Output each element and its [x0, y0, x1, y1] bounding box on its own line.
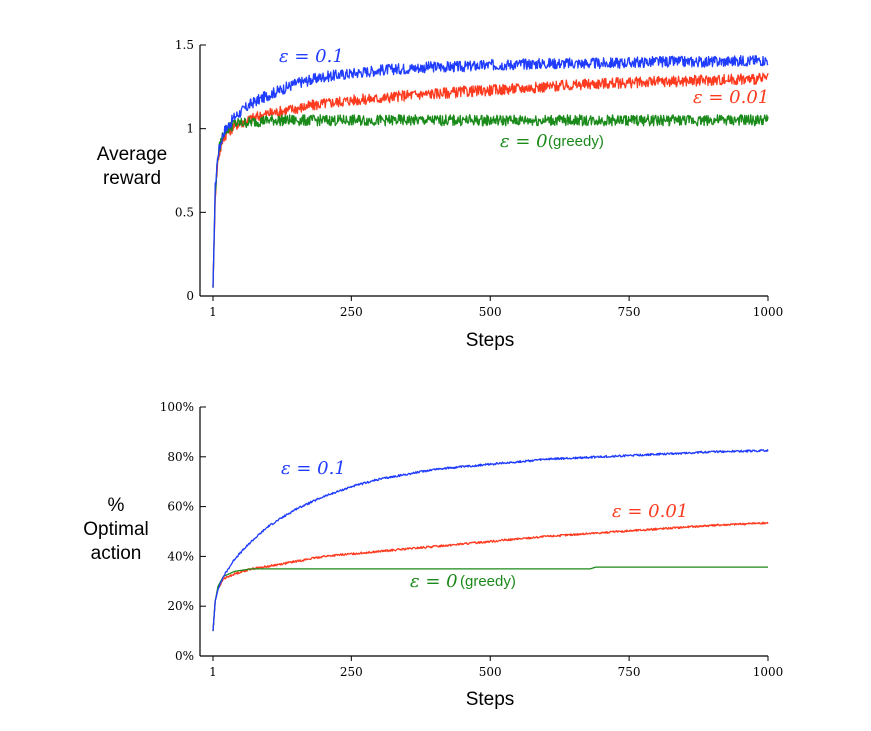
series-line [212, 566, 769, 632]
top-label-eps-0.1: ε = 0.1 [279, 46, 344, 67]
top-y-axis-label-line-1: Average [97, 144, 167, 165]
x-tick-label: 750 [618, 305, 641, 319]
series-line [212, 72, 769, 288]
x-tick-label: 500 [479, 665, 502, 679]
y-tick-label: 0 [186, 289, 194, 303]
series-line [212, 114, 769, 288]
bottom-y-axis-label-line-1: % [108, 495, 125, 516]
bottom-label-eps-0.1: ε = 0.1 [281, 458, 346, 479]
x-tick-label: 1000 [753, 305, 784, 319]
bottom-label-eps-0.01: ε = 0.01 [612, 501, 688, 522]
y-tick-label: 0% [175, 649, 194, 663]
x-tick-label: 1000 [753, 665, 784, 679]
top-label-greedy: (greedy) [548, 133, 604, 150]
y-tick-label: 100% [160, 400, 194, 414]
y-tick-label: 60% [167, 500, 194, 514]
x-tick-label: 500 [479, 305, 502, 319]
series-line [212, 54, 769, 288]
top-x-axis-label: Steps [466, 330, 515, 351]
bottom-label-greedy: (greedy) [460, 573, 516, 590]
y-tick-label: 40% [167, 549, 194, 563]
x-tick-label: 250 [340, 305, 363, 319]
optimal-action-chart: 0%20%40%60%80%100% 1 250 500 750 1000 Steps … [83, 400, 783, 710]
series-line [212, 521, 769, 632]
top-label-eps-0: ε = 0 [500, 131, 548, 152]
bottom-y-axis-label-line-2: Optimal [83, 519, 148, 540]
x-tick-label: 1 [209, 305, 217, 319]
top-label-eps-0.01: ε = 0.01 [693, 87, 769, 108]
x-tick-label: 250 [340, 665, 363, 679]
average-reward-chart: 0 0.5 1 1.5 1 250 500 750 1000 Steps Average re… [97, 38, 783, 351]
bottom-y-axis-label-line-3: action [91, 543, 142, 564]
series-line [212, 449, 769, 632]
x-tick-label: 750 [618, 665, 641, 679]
y-tick-label: 80% [167, 450, 194, 464]
top-y-axis-label-line-2: reward [103, 168, 161, 189]
x-tick-label: 1 [209, 665, 217, 679]
bottom-label-eps-0: ε = 0 [410, 571, 458, 592]
bottom-x-axis-label: Steps [466, 689, 515, 710]
y-tick-label: 1.5 [175, 38, 194, 52]
y-tick-label: 0.5 [175, 205, 194, 219]
y-tick-label: 1 [186, 122, 194, 136]
y-tick-label: 20% [167, 599, 194, 613]
